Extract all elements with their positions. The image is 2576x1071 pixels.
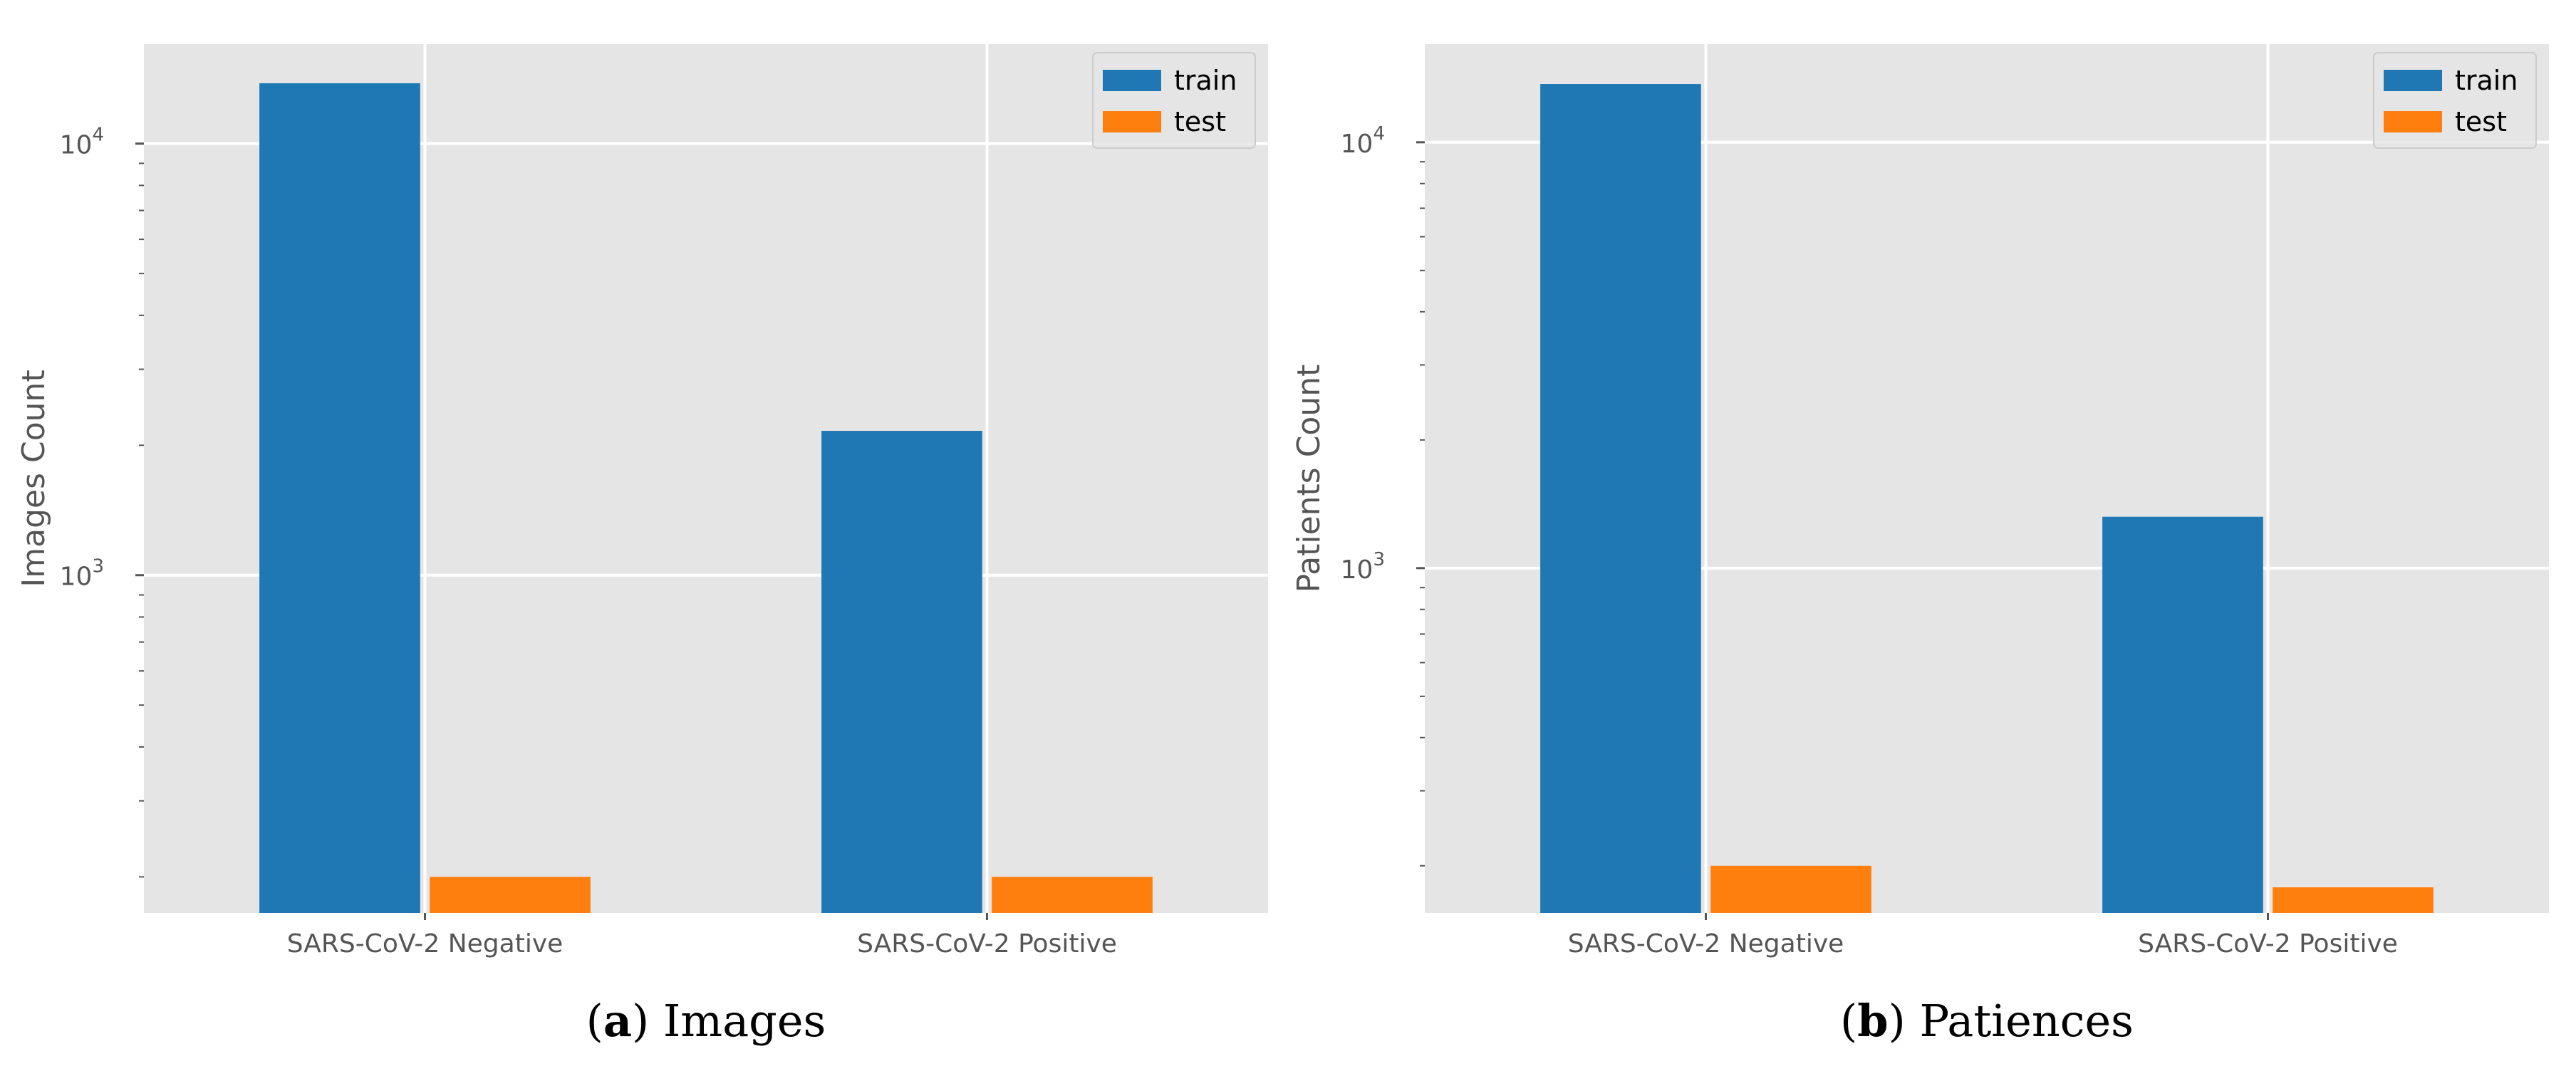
- caption-open: (: [586, 995, 603, 1047]
- x-tick-label: SARS-CoV-2 Positive: [2138, 929, 2398, 958]
- x-tick-label: SARS-CoV-2 Positive: [857, 929, 1117, 958]
- caption-close: ): [632, 995, 649, 1047]
- bar-train: [2102, 516, 2263, 913]
- y-tick-base: 10: [60, 131, 93, 160]
- y-tick-label: 103: [1341, 549, 1385, 585]
- y-axis-label: Patients Count: [1291, 365, 1327, 593]
- bar-test: [430, 877, 591, 913]
- caption-letter: b: [1857, 995, 1888, 1047]
- y-tick-label: 103: [60, 556, 104, 592]
- y-tick-exponent: 4: [1373, 123, 1385, 145]
- legend-swatch-test: [2384, 111, 2442, 132]
- legend-label-train: train: [1174, 65, 1237, 96]
- y-axis-label: Images Count: [16, 370, 52, 587]
- legend-swatch-train: [2384, 70, 2442, 91]
- caption-open: (: [1840, 995, 1857, 1047]
- legend-swatch-test: [1103, 111, 1161, 132]
- bar-test: [2273, 887, 2434, 913]
- bar-train: [821, 431, 982, 913]
- legend: train test: [1092, 52, 1256, 149]
- bar-test: [1710, 865, 1871, 913]
- legend-swatch-train: [1103, 70, 1161, 91]
- panel-caption: (b) Patiences: [1840, 995, 2134, 1047]
- x-tick-label: SARS-CoV-2 Negative: [1568, 929, 1844, 958]
- y-tick-base: 10: [1341, 555, 1373, 585]
- legend-label-train: train: [2455, 65, 2518, 96]
- caption-letter: a: [603, 995, 632, 1047]
- y-tick-label: 104: [1341, 123, 1385, 159]
- y-tick-exponent: 3: [92, 556, 104, 578]
- bar-train: [259, 83, 420, 914]
- y-tick-base: 10: [60, 563, 93, 592]
- y-tick-base: 10: [1341, 130, 1373, 159]
- y-tick-exponent: 3: [1373, 549, 1385, 570]
- legend: train test: [2373, 52, 2537, 149]
- legend-label-test: test: [2455, 106, 2507, 137]
- bar-test: [992, 877, 1153, 913]
- y-tick-exponent: 4: [92, 125, 104, 146]
- x-tick-label: SARS-CoV-2 Negative: [287, 929, 564, 958]
- caption-text: Patiences: [1906, 995, 2134, 1047]
- legend-label-test: test: [1174, 106, 1226, 137]
- caption-close: ): [1889, 995, 1906, 1047]
- bar-train: [1540, 84, 1701, 913]
- caption-text: Images: [649, 995, 826, 1047]
- panel-caption: (a) Images: [586, 995, 826, 1047]
- y-tick-label: 104: [60, 125, 104, 160]
